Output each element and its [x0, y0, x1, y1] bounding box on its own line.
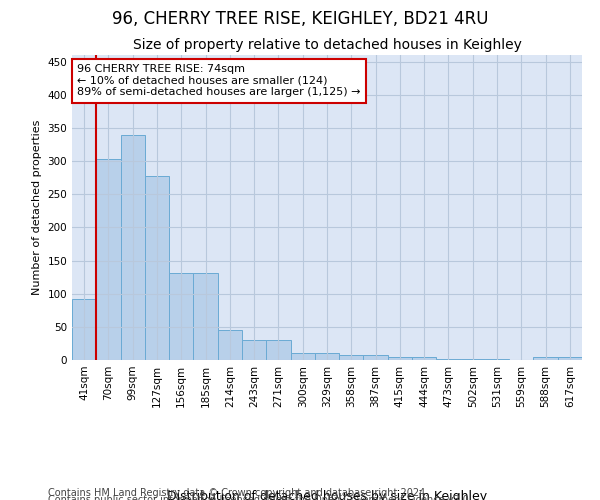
Bar	[339, 354, 364, 360]
Bar	[558, 358, 582, 360]
Text: Contains public sector information licensed under the Open Government Licence v3: Contains public sector information licen…	[48, 495, 472, 500]
Bar	[193, 273, 218, 360]
Bar	[485, 358, 509, 360]
Bar	[364, 354, 388, 360]
Bar	[533, 358, 558, 360]
Title: Size of property relative to detached houses in Keighley: Size of property relative to detached ho…	[133, 38, 521, 52]
Text: 96 CHERRY TREE RISE: 74sqm
← 10% of detached houses are smaller (124)
89% of sem: 96 CHERRY TREE RISE: 74sqm ← 10% of deta…	[77, 64, 361, 98]
Bar	[169, 273, 193, 360]
Bar	[218, 330, 242, 360]
Bar	[266, 340, 290, 360]
X-axis label: Distribution of detached houses by size in Keighley: Distribution of detached houses by size …	[167, 490, 487, 500]
Bar	[96, 159, 121, 360]
Bar	[72, 299, 96, 360]
Bar	[436, 358, 461, 360]
Text: 96, CHERRY TREE RISE, KEIGHLEY, BD21 4RU: 96, CHERRY TREE RISE, KEIGHLEY, BD21 4RU	[112, 10, 488, 28]
Bar	[388, 356, 412, 360]
Bar	[412, 356, 436, 360]
Bar	[461, 358, 485, 360]
Bar	[121, 134, 145, 360]
Bar	[315, 354, 339, 360]
Bar	[145, 176, 169, 360]
Text: Contains HM Land Registry data © Crown copyright and database right 2024.: Contains HM Land Registry data © Crown c…	[48, 488, 428, 498]
Bar	[290, 354, 315, 360]
Bar	[242, 340, 266, 360]
Y-axis label: Number of detached properties: Number of detached properties	[32, 120, 42, 295]
